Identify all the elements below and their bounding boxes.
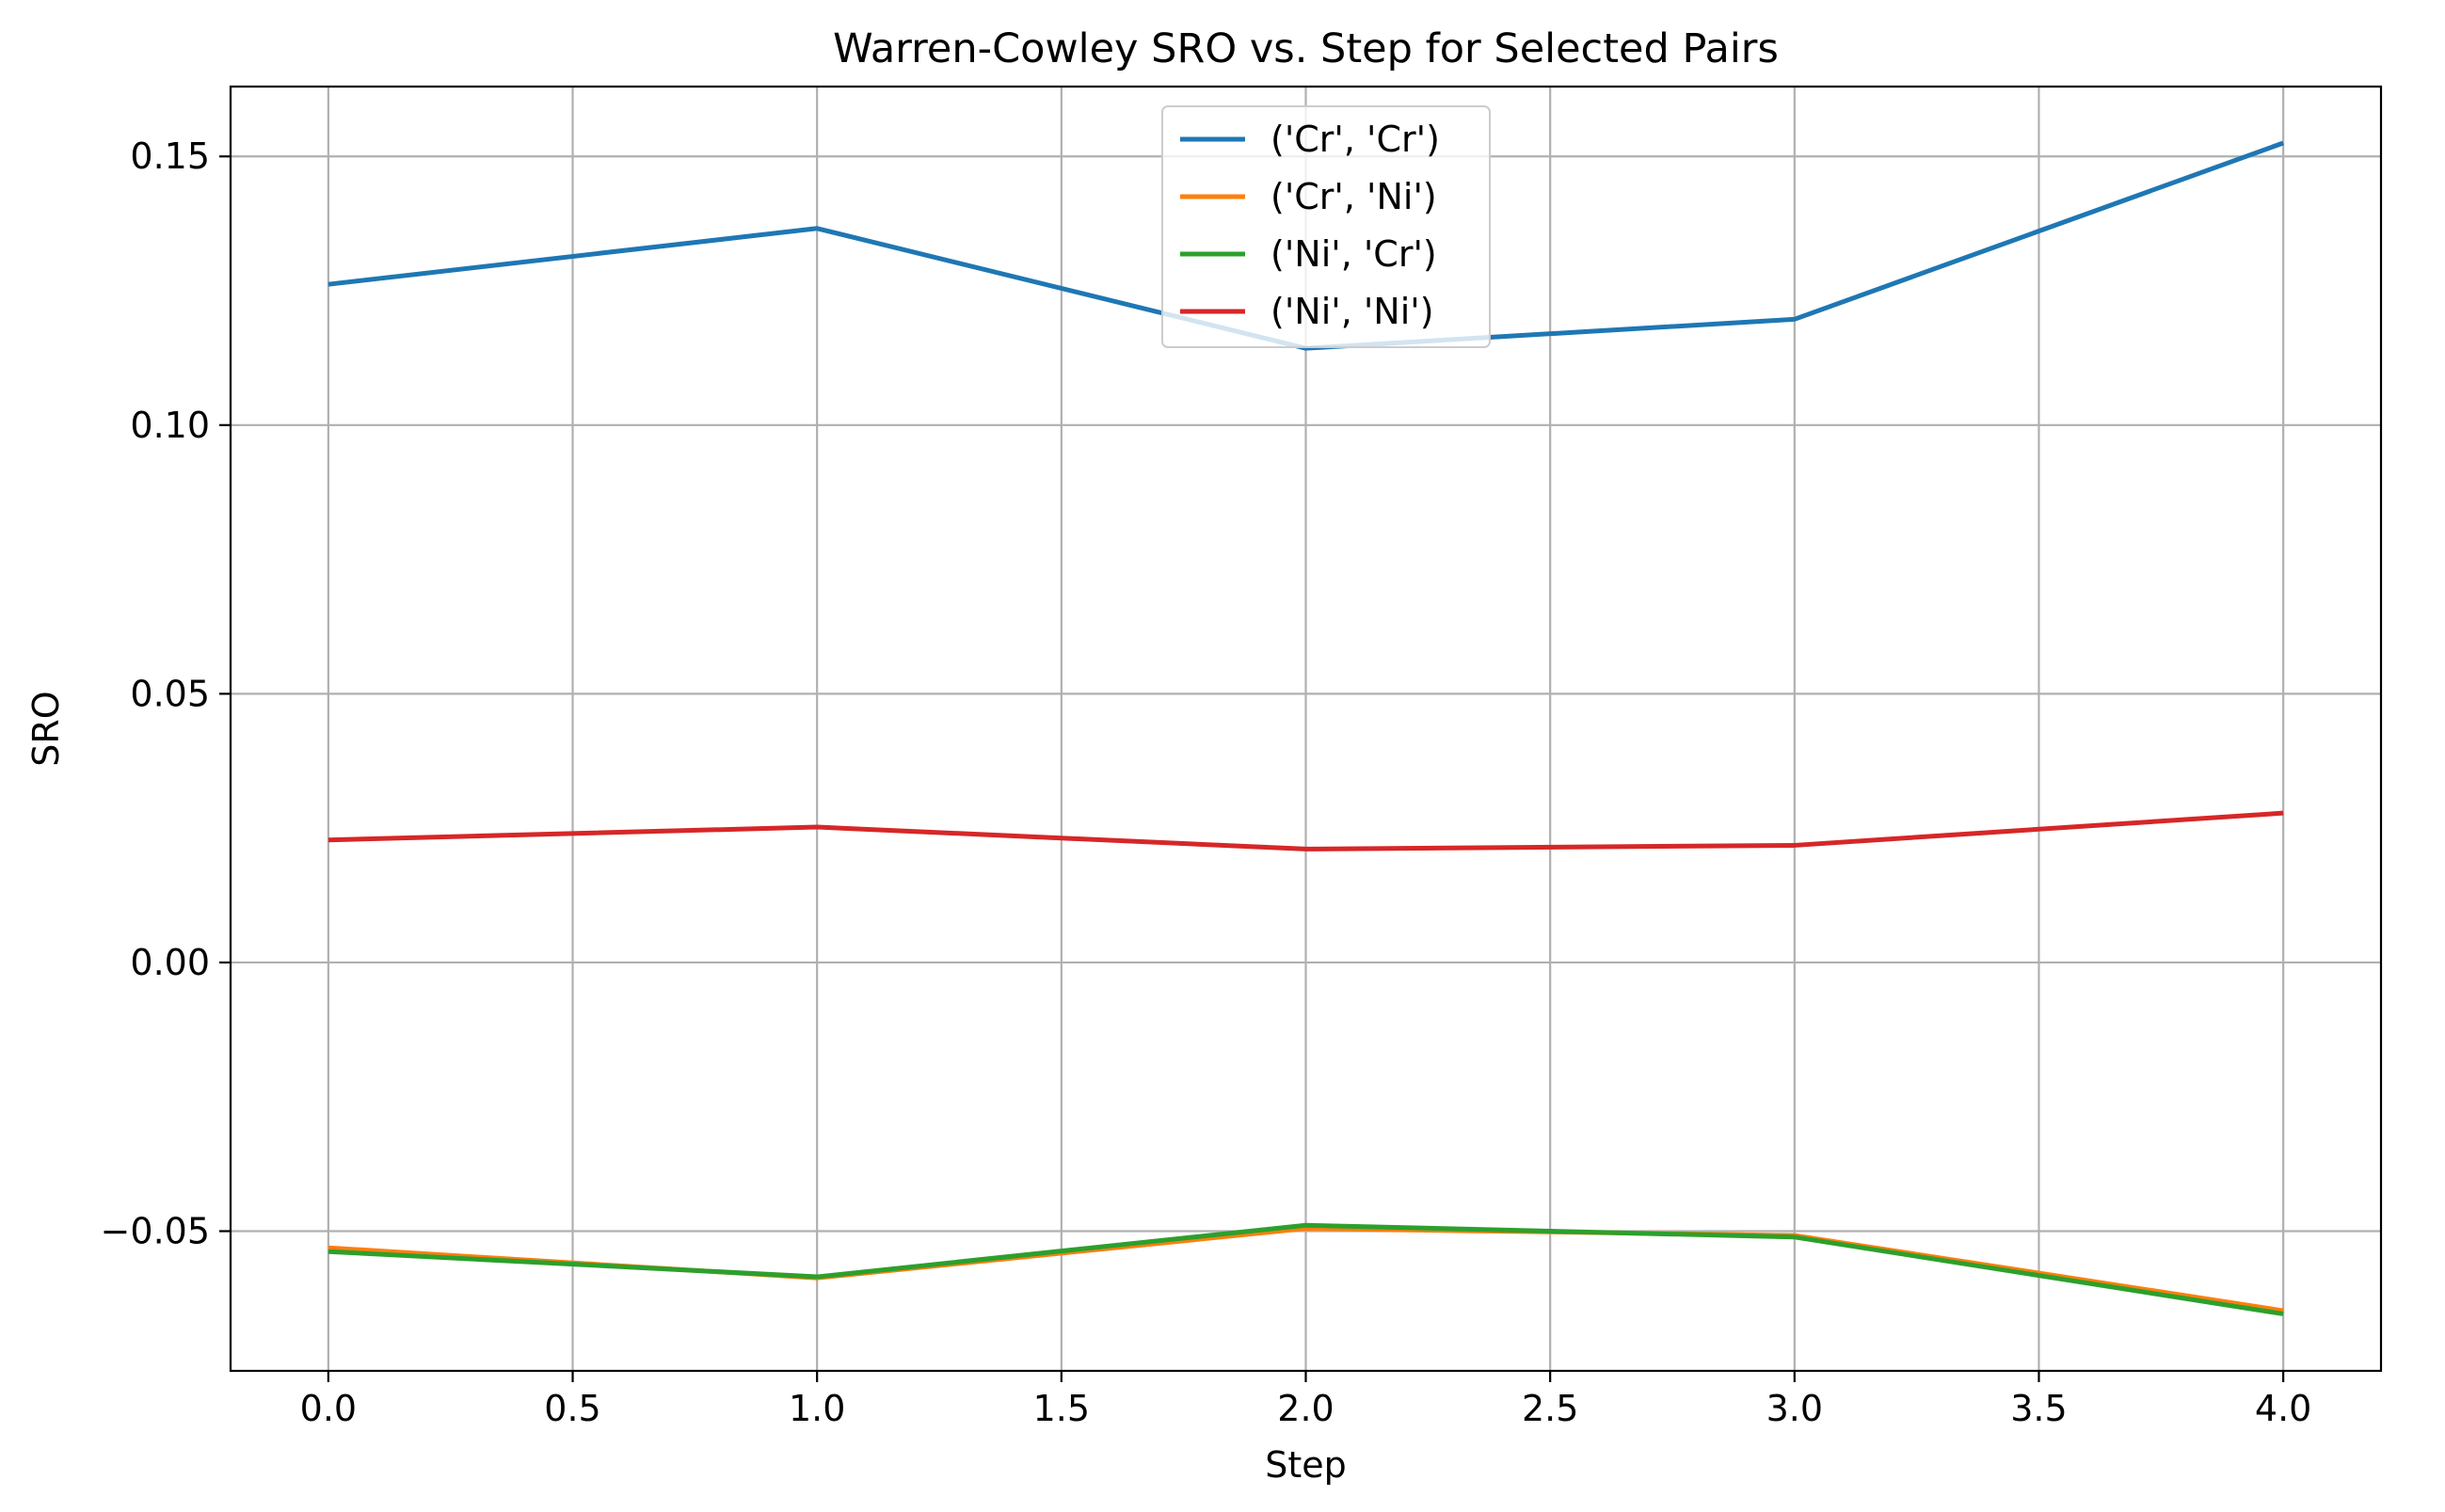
y-tick-label: 0.15 (130, 135, 210, 177)
legend-label: ('Cr', 'Cr') (1270, 119, 1440, 160)
x-axis-label: Step (1265, 1444, 1347, 1486)
legend-box (1161, 105, 1491, 348)
y-tick-label: 0.10 (130, 405, 210, 446)
y-tick-label: 0.05 (130, 673, 210, 714)
legend: ('Cr', 'Cr') ('Cr', 'Ni') ('Ni', 'Cr') ('Ni… (1161, 105, 1491, 348)
x-tick-label: 0.0 (300, 1388, 357, 1429)
legend-label: ('Ni', 'Cr') (1270, 233, 1437, 275)
series-line (328, 140, 2284, 351)
y-axis-label: SRO (25, 691, 67, 766)
x-tick-label: 0.5 (544, 1388, 600, 1429)
x-tick-label: 2.5 (1522, 1388, 1578, 1429)
axis-ticks: 0.0 0.5 1.0 1.5 2.0 2.5 3.0 3.5 4.0 −0.05 0.00 0.05… (101, 135, 2312, 1429)
legend-label: ('Cr', 'Ni') (1270, 176, 1437, 217)
x-tick-label: 1.0 (789, 1388, 845, 1429)
series-lines (328, 140, 2284, 1316)
x-tick-label: 3.5 (2010, 1388, 2067, 1429)
series-line (328, 1222, 2284, 1316)
x-tick-label: 4.0 (2255, 1388, 2311, 1429)
legend-label: ('Ni', 'Ni') (1270, 291, 1434, 332)
y-tick-label: 0.00 (130, 942, 210, 983)
x-tick-label: 3.0 (1766, 1388, 1823, 1429)
series-line (328, 810, 2284, 851)
x-tick-label: 2.0 (1277, 1388, 1334, 1429)
y-tick-label: −0.05 (101, 1211, 210, 1252)
x-tick-label: 1.5 (1033, 1388, 1090, 1429)
chart-title: Warren-Cowley SRO vs. Step for Selected … (833, 25, 1779, 72)
